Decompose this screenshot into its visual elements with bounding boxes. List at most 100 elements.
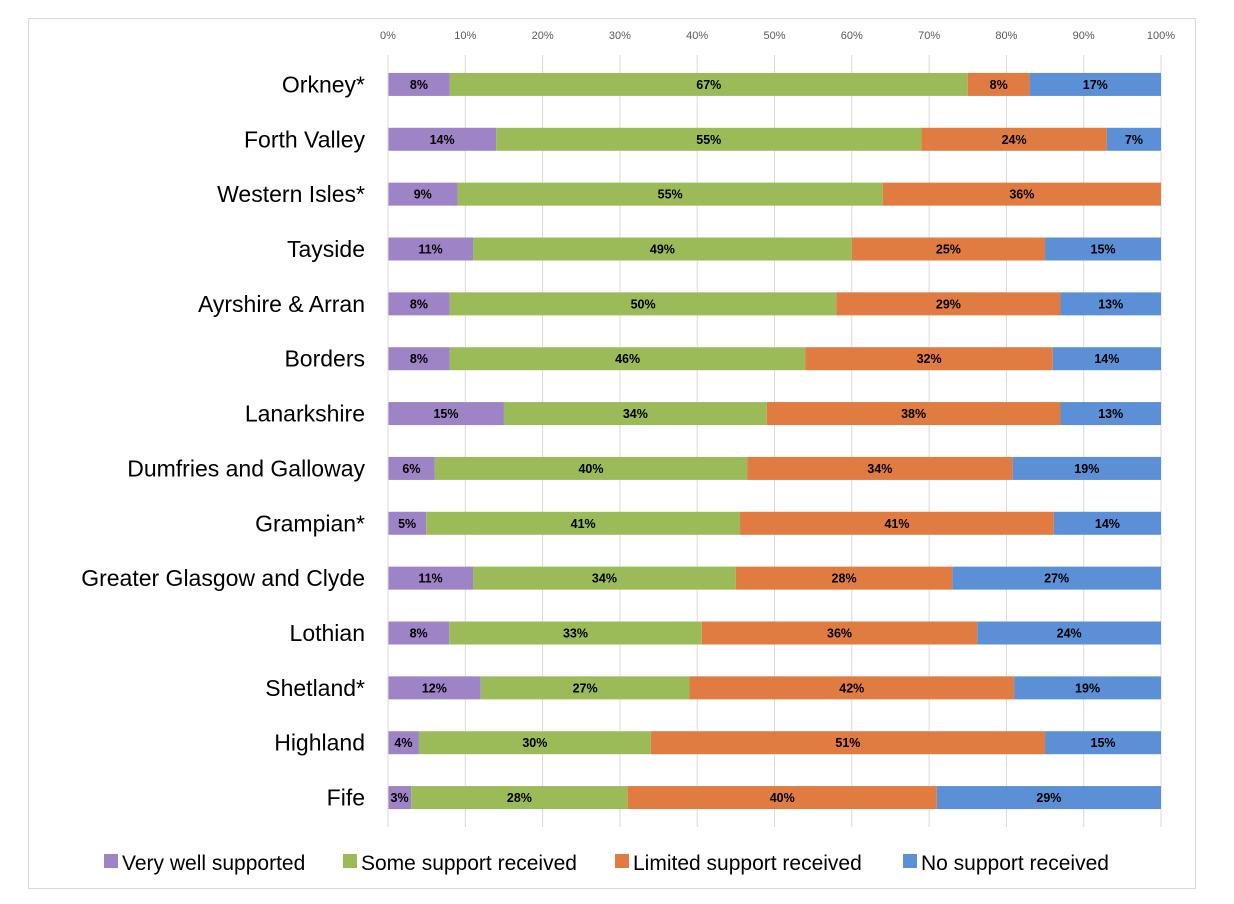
legend-swatch xyxy=(903,854,917,868)
bar-segment xyxy=(418,731,651,755)
bar-segment xyxy=(388,72,450,96)
bar-segment xyxy=(388,566,474,590)
bar-segment xyxy=(388,456,435,480)
bar-segment xyxy=(1106,127,1161,151)
bar-segment xyxy=(473,566,736,590)
bar-segment xyxy=(449,72,968,96)
x-tick-label: 40% xyxy=(686,30,708,42)
bar-segment xyxy=(388,731,419,755)
data-label: 14% xyxy=(1095,517,1120,531)
data-label: 12% xyxy=(422,681,447,695)
bar-segment xyxy=(388,621,450,645)
x-tick-label: 20% xyxy=(532,30,554,42)
data-label: 8% xyxy=(990,78,1008,92)
bar-segment xyxy=(388,402,504,426)
legend-label: Limited support received xyxy=(633,852,862,875)
category-label: Forth Valley xyxy=(244,126,366,152)
bar-segment xyxy=(388,292,450,316)
bar-segment xyxy=(1060,292,1161,316)
category-label: Greater Glasgow and Clyde xyxy=(81,565,365,591)
data-label: 29% xyxy=(936,297,961,311)
x-tick-label: 30% xyxy=(609,30,631,42)
data-label: 55% xyxy=(658,188,683,202)
data-label: 41% xyxy=(884,517,909,531)
category-label: Borders xyxy=(284,346,365,372)
data-label: 67% xyxy=(696,78,721,92)
data-label: 6% xyxy=(402,462,420,476)
bar-segment xyxy=(449,347,806,371)
data-label: 34% xyxy=(592,572,617,586)
category-label: Shetland* xyxy=(265,675,365,701)
bar-segment xyxy=(952,566,1161,590)
data-label: 15% xyxy=(1091,736,1116,750)
bar-segment xyxy=(805,347,1053,371)
data-label: 8% xyxy=(410,78,428,92)
legend-label: No support received xyxy=(921,852,1109,875)
bar-segment xyxy=(449,292,837,316)
category-label: Lothian xyxy=(290,620,365,646)
x-tick-label: 50% xyxy=(763,30,785,42)
data-label: 55% xyxy=(696,133,721,147)
bar-segment xyxy=(735,566,953,590)
data-label: 38% xyxy=(901,407,926,421)
data-label: 36% xyxy=(827,627,852,641)
data-label: 34% xyxy=(623,407,648,421)
data-label: 25% xyxy=(936,243,961,257)
bar-segment xyxy=(388,786,412,810)
bar-segment xyxy=(503,402,767,426)
bar-segment xyxy=(1045,731,1161,755)
data-label: 14% xyxy=(1094,352,1119,366)
data-label: 8% xyxy=(410,297,428,311)
category-label: Grampian* xyxy=(255,510,365,536)
bar-segment xyxy=(1029,72,1161,96)
bar-segment xyxy=(426,511,741,535)
category-label: Western Isles* xyxy=(217,181,365,207)
data-label: 11% xyxy=(418,572,442,586)
data-label: 28% xyxy=(507,791,532,805)
bar-segment xyxy=(496,127,922,151)
bar-segment xyxy=(1012,456,1161,480)
bar-segment xyxy=(740,511,1054,535)
bar-segment xyxy=(434,456,748,480)
x-tick-label: 70% xyxy=(918,30,940,42)
bar-segment xyxy=(1053,511,1161,535)
bar-segment xyxy=(1045,237,1161,261)
x-tick-label: 80% xyxy=(995,30,1017,42)
data-label: 24% xyxy=(1057,627,1082,641)
data-label: 32% xyxy=(917,352,942,366)
bar-segment xyxy=(388,237,474,261)
data-label: 51% xyxy=(835,736,860,750)
x-tick-label: 10% xyxy=(454,30,476,42)
data-label: 34% xyxy=(867,462,892,476)
bar-segment xyxy=(851,237,1046,261)
bar-segment xyxy=(473,237,852,261)
bar-segment xyxy=(1060,402,1161,426)
bar-segment xyxy=(388,127,497,151)
data-label: 11% xyxy=(418,243,442,257)
data-label: 4% xyxy=(394,736,412,750)
category-label: Orkney* xyxy=(282,71,365,97)
data-label: 28% xyxy=(832,572,857,586)
category-label: Fife xyxy=(327,785,365,811)
data-label: 36% xyxy=(1009,188,1034,202)
data-label: 30% xyxy=(522,736,547,750)
data-label: 40% xyxy=(578,462,603,476)
data-label: 19% xyxy=(1074,462,1099,476)
legend-swatch xyxy=(615,854,629,868)
bar-segment xyxy=(936,786,1161,810)
category-label: Ayrshire & Arran xyxy=(198,291,365,317)
x-tick-label: 90% xyxy=(1073,30,1095,42)
bar-segment xyxy=(766,402,1061,426)
x-tick-label: 0% xyxy=(380,30,396,42)
bar-segment xyxy=(921,127,1107,151)
legend-label: Very well supported xyxy=(122,852,305,875)
bar-segment xyxy=(882,182,1161,206)
legend-swatch xyxy=(104,854,118,868)
bar-segment xyxy=(650,731,1046,755)
bar-segment xyxy=(1014,676,1161,700)
data-label: 17% xyxy=(1083,78,1108,92)
data-label: 15% xyxy=(433,407,458,421)
bar-segment xyxy=(411,786,628,810)
data-label: 13% xyxy=(1098,407,1123,421)
